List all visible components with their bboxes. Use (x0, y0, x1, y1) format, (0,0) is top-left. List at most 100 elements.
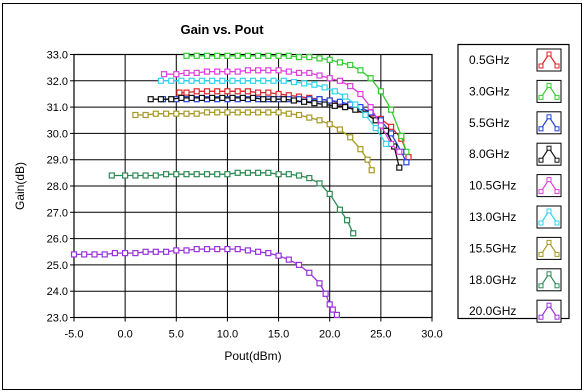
data-point (234, 109, 241, 116)
data-point (280, 77, 287, 84)
legend-swatch-marker (546, 114, 552, 120)
legend-label: 18.0GHz (469, 273, 516, 287)
data-point (209, 77, 216, 84)
legend-swatch-marker (538, 63, 544, 69)
data-point (239, 77, 246, 84)
data-point (377, 88, 384, 95)
data-point (265, 250, 272, 257)
data-point (193, 110, 200, 117)
data-point (336, 206, 343, 213)
data-point (229, 94, 236, 102)
data-point (270, 77, 277, 84)
data-point (285, 52, 292, 59)
data-point (249, 77, 257, 84)
data-point (193, 52, 200, 59)
data-point (173, 110, 180, 117)
data-point (108, 172, 115, 179)
data-point (285, 256, 292, 263)
data-point (336, 77, 343, 84)
data-point (234, 68, 241, 75)
data-point (224, 109, 231, 116)
data-point (290, 97, 297, 104)
legend-swatch-marker (538, 189, 544, 195)
data-point (244, 109, 251, 116)
data-point (193, 88, 200, 95)
data-point (214, 246, 221, 253)
x-tick-label: 25.0 (370, 329, 391, 341)
data-point (121, 250, 129, 257)
legend-swatch-marker (554, 314, 560, 320)
data-point (388, 123, 395, 130)
data-point (342, 103, 349, 111)
data-point (188, 77, 195, 84)
x-tick-label: -5.0 (65, 329, 84, 341)
data-point (347, 134, 354, 141)
legend-swatch-marker (538, 126, 544, 132)
data-point (352, 101, 359, 108)
data-point (265, 52, 272, 59)
legend-swatch-marker (546, 208, 552, 214)
legend-entry: 8.0GHz (469, 142, 562, 166)
data-point (260, 96, 267, 103)
x-axis: -5.0 0.0 5.0 10.0 15.0 20.0 25.0 30.0 (65, 317, 443, 341)
data-point (203, 68, 211, 75)
legend-label: 20.0GHz (469, 304, 516, 318)
data-point (203, 109, 211, 116)
data-point (255, 248, 262, 255)
data-point (234, 88, 241, 95)
data-point (382, 140, 390, 147)
data-point (244, 169, 251, 176)
data-point (234, 169, 241, 176)
data-point (326, 97, 333, 104)
y-tick-label: 30.0 (47, 128, 68, 140)
data-point (388, 106, 395, 113)
legend-swatch-marker (538, 94, 544, 100)
data-point (157, 96, 164, 103)
data-point (168, 96, 175, 103)
data-point (357, 67, 364, 74)
data-point (405, 154, 412, 161)
series-13.0GHz (157, 77, 390, 147)
legend-swatch-marker (546, 271, 552, 277)
y-tick-label: 23.0 (47, 313, 68, 325)
data-point (326, 301, 333, 308)
legend-swatch-marker (546, 177, 552, 183)
data-point (203, 171, 211, 178)
data-point (295, 53, 303, 61)
data-point (364, 156, 371, 163)
data-point (203, 88, 211, 95)
data-point (326, 56, 333, 63)
data-point (347, 101, 354, 108)
legend-label: 13.0GHz (469, 210, 516, 224)
data-point (403, 159, 410, 166)
data-point (203, 246, 211, 253)
data-point (362, 111, 369, 119)
data-point (301, 80, 308, 87)
legend-entry: 20.0GHz (469, 299, 562, 323)
data-point (163, 171, 170, 178)
data-point (285, 171, 292, 178)
x-axis-label: Pout(dBm) (224, 349, 281, 363)
data-point (316, 180, 323, 187)
data-point (316, 55, 323, 62)
data-point (168, 77, 175, 84)
data-point (336, 98, 343, 105)
data-point (396, 164, 403, 171)
legend-label: 8.0GHz (469, 147, 510, 161)
data-point (367, 103, 374, 111)
legend-entry: 3.0GHz (469, 79, 562, 103)
data-point (198, 77, 205, 84)
data-point (331, 88, 338, 95)
y-tick-label: 26.0 (47, 234, 68, 246)
legend-entry: 15.5GHz (469, 236, 562, 260)
legend-entry: 0.5GHz (469, 48, 562, 72)
data-point (91, 251, 98, 258)
data-point (183, 89, 190, 96)
data-point (121, 172, 129, 179)
data-point (176, 89, 183, 96)
data-point (70, 251, 78, 258)
series-group (70, 52, 412, 318)
data-point (352, 106, 359, 113)
legend-swatch-marker (538, 283, 544, 289)
data-point (290, 78, 297, 86)
